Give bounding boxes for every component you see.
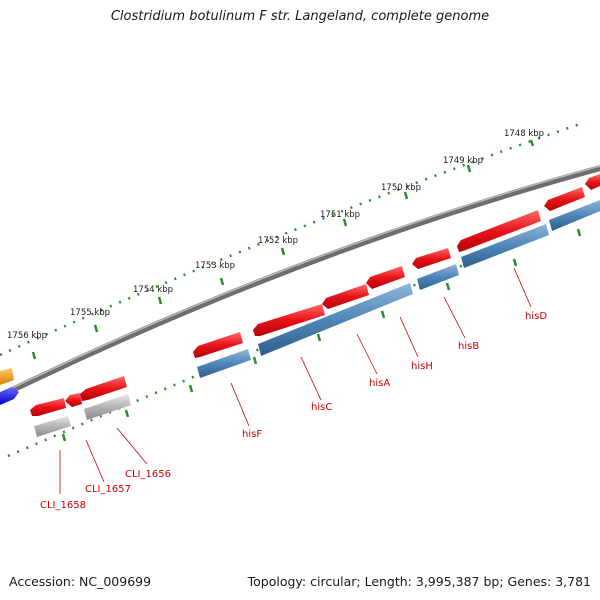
tick-label-1752: 1752 kbp — [258, 236, 298, 246]
forward-genes — [30, 174, 600, 416]
gene-label-hisb: hisB — [458, 341, 479, 352]
tick-label-1749: 1749 kbp — [443, 156, 483, 166]
tick-label-1748: 1748 kbp — [504, 129, 544, 139]
topology-text: Topology: circular; Length: 3,995,387 bp… — [247, 574, 591, 589]
gene-label-hisc: hisC — [311, 402, 332, 413]
tick-label-1751: 1751 kbp — [320, 210, 360, 220]
genome-backbone — [0, 165, 600, 399]
gene-bar-cli-1658-inner[interactable] — [34, 416, 71, 437]
tick-label-1753: 1753 kbp — [195, 261, 235, 271]
genome-backbone-highlight — [0, 165, 600, 395]
tick-label-1756: 1756 kbp — [7, 331, 47, 341]
tick-label-1750: 1750 kbp — [381, 183, 421, 193]
accession-text: Accession: NC_009699 — [9, 574, 152, 589]
gene-label-hisd: hisD — [525, 311, 547, 322]
gene-bar-hisb-inner[interactable] — [417, 264, 459, 290]
gene-arrow-blue-edge[interactable] — [0, 387, 19, 405]
gene-arrow-hish-outer[interactable] — [366, 266, 405, 289]
gene-label-hisf: hisF — [242, 429, 262, 440]
gene-arrow-hisc[interactable] — [253, 304, 325, 336]
outer-ruler — [0, 122, 581, 357]
gene-arrow-hisb-outer[interactable] — [412, 248, 451, 269]
gene-bar-hisd-inner[interactable] — [461, 224, 549, 268]
tick-label-1754: 1754 kbp — [133, 285, 173, 295]
tick-label-1755: 1755 kbp — [70, 308, 110, 318]
gene-arrow-edge-outer[interactable] — [585, 174, 600, 190]
gene-label-cli-1657: CLI_1657 — [85, 484, 131, 495]
gene-arrow-hisd2-outer[interactable] — [544, 187, 585, 211]
inner-ruler-major-ticks — [61, 228, 582, 442]
gene-label-cli-1656: CLI_1656 — [125, 469, 171, 480]
ruler-labels: 1748 kbp 1749 kbp 1750 kbp 1751 kbp 1752… — [7, 129, 544, 341]
map-title: Clostridium botulinum F str. Langeland, … — [110, 9, 490, 24]
reverse-genes — [34, 200, 600, 437]
gene-labels: CLI_1658 CLI_1657 CLI_1656 hisF hisC his… — [40, 311, 547, 511]
label-leader-lines — [59, 267, 532, 494]
gene-label-cli-1658: CLI_1658 — [40, 500, 86, 511]
gene-arrow-hisa-outer[interactable] — [322, 284, 369, 309]
gene-arrow-cli-1658[interactable] — [30, 398, 66, 416]
gene-arrow-hisd-outer[interactable] — [457, 210, 541, 252]
ruler-major-ticks — [31, 139, 535, 360]
gene-arrow-cli-1657[interactable] — [65, 393, 82, 407]
gene-label-hish: hisH — [411, 361, 433, 372]
gene-bar-hisc-inner[interactable] — [258, 283, 413, 356]
gene-label-hisa: hisA — [369, 378, 390, 389]
gene-arrow-orange-edge[interactable] — [0, 368, 14, 385]
gene-bar-hisf-inner[interactable] — [197, 349, 251, 378]
gene-bar-cli-1656-inner[interactable] — [84, 394, 131, 420]
gene-arrow-cli-1656[interactable] — [80, 376, 127, 401]
gene-arrow-hisf[interactable] — [193, 332, 243, 358]
gene-bar-edge-inner[interactable] — [549, 200, 600, 231]
